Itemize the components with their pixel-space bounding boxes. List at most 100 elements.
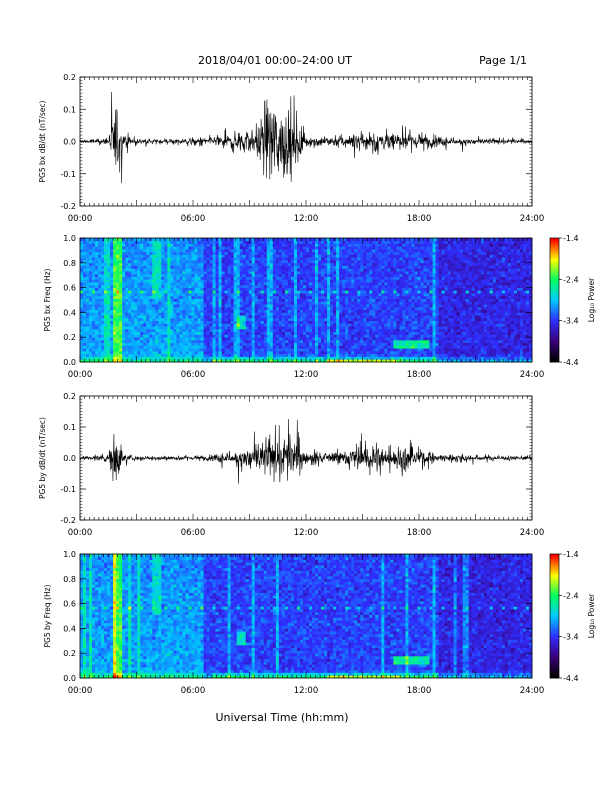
spectrogram-cell bbox=[191, 282, 194, 285]
spectrogram-cell bbox=[89, 348, 92, 351]
spectrogram-cell bbox=[360, 299, 363, 302]
spectrogram-cell bbox=[264, 282, 267, 285]
spectrogram-cell bbox=[318, 321, 321, 324]
spectrogram-cell bbox=[261, 246, 264, 249]
spectrogram-cell bbox=[378, 351, 381, 354]
spectrogram-cell bbox=[182, 340, 185, 343]
spectrogram-cell bbox=[312, 252, 315, 255]
spectrogram-cell bbox=[300, 299, 303, 302]
spectrogram-cell bbox=[158, 290, 161, 293]
spectrogram-cell bbox=[161, 296, 164, 299]
spectrogram-cell bbox=[140, 329, 143, 332]
spectrogram-cell bbox=[131, 263, 134, 266]
spectrogram-cell bbox=[267, 345, 270, 348]
spectrogram-cell bbox=[369, 296, 372, 299]
spectrogram-cell bbox=[179, 266, 182, 269]
spectrogram-cell bbox=[318, 274, 321, 277]
spectrogram-cell bbox=[354, 249, 357, 252]
spectrogram-cell bbox=[143, 323, 146, 326]
spectrogram-cell bbox=[107, 279, 110, 282]
spectrogram-cell bbox=[107, 277, 110, 280]
spectrogram-cell bbox=[101, 296, 104, 299]
spectrogram-cell bbox=[198, 312, 201, 315]
spectrogram-cell bbox=[210, 326, 213, 329]
spectrogram-cell bbox=[188, 301, 191, 304]
spectrogram-cell bbox=[273, 351, 276, 354]
spectrogram-cell bbox=[119, 288, 122, 291]
spectrogram-cell bbox=[122, 318, 125, 321]
spectrogram-cell bbox=[366, 238, 369, 241]
spectrogram-cell bbox=[92, 343, 95, 346]
spectrogram-cell bbox=[285, 354, 288, 357]
spectrogram-cell bbox=[348, 241, 351, 244]
spectrogram-cell bbox=[360, 241, 363, 244]
spectrogram-cell bbox=[210, 288, 213, 291]
spectrogram-cell bbox=[312, 310, 315, 313]
spectrogram-cell bbox=[237, 274, 240, 277]
spectrogram-cell bbox=[116, 244, 119, 247]
spectrogram-cell bbox=[173, 307, 176, 310]
spectrogram-cell bbox=[119, 290, 122, 293]
spectrogram-cell bbox=[267, 293, 270, 296]
spectrogram-cell bbox=[375, 356, 378, 359]
spectrogram-cell bbox=[234, 285, 237, 288]
spectrogram-cell bbox=[276, 312, 279, 315]
spectrogram-cell bbox=[390, 246, 393, 249]
spectrogram-cell bbox=[339, 337, 342, 340]
spectrogram-cell bbox=[282, 351, 285, 354]
spectrogram-cell bbox=[381, 238, 384, 241]
spectrogram-cell bbox=[152, 345, 155, 348]
spectrogram-cell bbox=[128, 348, 131, 351]
spectrogram-cell bbox=[173, 268, 176, 271]
y-tick-label: 0.0 bbox=[63, 138, 76, 147]
spectrogram-cell bbox=[378, 310, 381, 313]
spectrogram-cell bbox=[164, 260, 167, 263]
spectrogram-cell bbox=[252, 312, 255, 315]
spectrogram-cell bbox=[131, 323, 134, 326]
spectrogram-cell bbox=[152, 277, 155, 280]
spectrogram-cell bbox=[113, 356, 116, 359]
spectrogram-cell bbox=[333, 345, 336, 348]
spectrogram-cell bbox=[342, 351, 345, 354]
spectrogram-cell bbox=[366, 351, 369, 354]
spectrogram-cell bbox=[195, 354, 198, 357]
spectrogram-cell bbox=[222, 340, 225, 343]
spectrogram-cell bbox=[137, 271, 140, 274]
spectrogram-cell bbox=[125, 329, 128, 332]
spectrogram-cell bbox=[303, 337, 306, 340]
spectrogram-cell bbox=[387, 257, 390, 260]
spectrogram-cell bbox=[179, 279, 182, 282]
spectrogram-cell bbox=[384, 312, 387, 315]
spectrogram-cell bbox=[191, 296, 194, 299]
spectrogram-cell bbox=[113, 315, 116, 318]
spectrogram-cell bbox=[381, 315, 384, 318]
spectrogram-cell bbox=[228, 290, 231, 293]
spectrogram-cell bbox=[321, 329, 324, 332]
spectrogram-cell bbox=[315, 260, 318, 263]
spectrogram-cell bbox=[390, 340, 393, 343]
spectrogram-cell bbox=[188, 332, 191, 335]
spectrogram-cell bbox=[219, 282, 222, 285]
spectrogram-cell bbox=[273, 257, 276, 260]
spectrogram-cell bbox=[188, 279, 191, 282]
spectrogram-cell bbox=[300, 318, 303, 321]
spectrogram-cell bbox=[152, 252, 155, 255]
spectrogram-cell bbox=[222, 321, 225, 324]
spectrogram-cell bbox=[348, 238, 351, 241]
spectrogram-cell bbox=[146, 263, 149, 266]
spectrogram-cell bbox=[336, 351, 339, 354]
spectrogram-cell bbox=[222, 257, 225, 260]
spectrogram-cell bbox=[176, 356, 179, 359]
spectrogram-cell bbox=[291, 345, 294, 348]
spectrogram-cell bbox=[122, 260, 125, 263]
spectrogram-cell bbox=[276, 354, 279, 357]
spectrogram-cell bbox=[264, 274, 267, 277]
spectrogram-cell bbox=[318, 246, 321, 249]
spectrogram-cell bbox=[92, 268, 95, 271]
spectrogram-cell bbox=[378, 288, 381, 291]
spectrogram-cell bbox=[219, 332, 222, 335]
spectrogram-cell bbox=[149, 255, 152, 258]
spectrogram-cell bbox=[170, 238, 173, 241]
spectrogram-cell bbox=[98, 279, 101, 282]
spectrogram-cell bbox=[321, 334, 324, 337]
